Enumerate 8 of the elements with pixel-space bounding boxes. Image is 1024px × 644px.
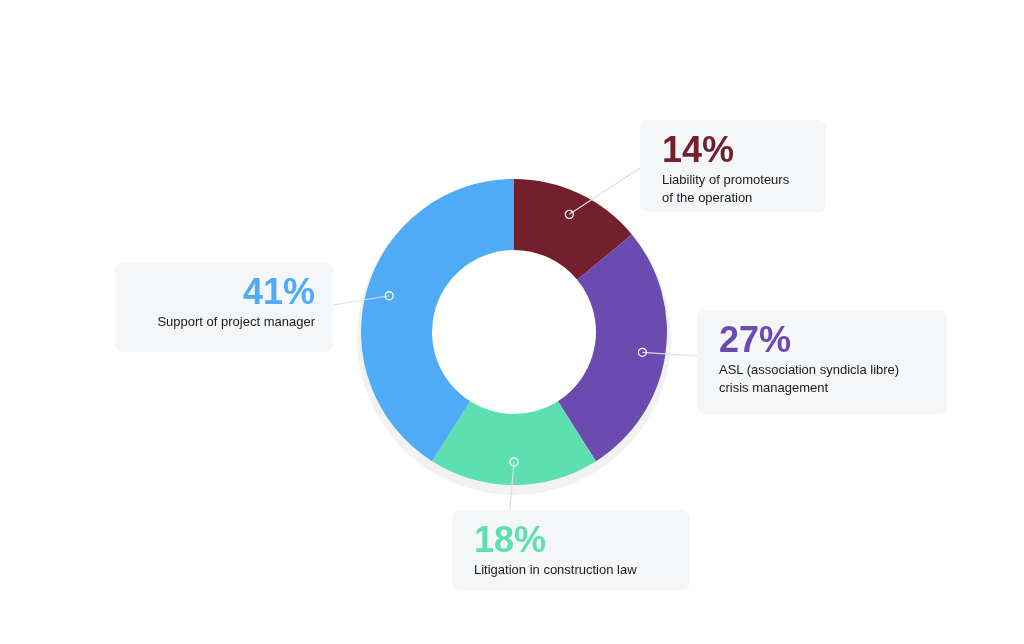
slice-label: Liability of promoteurs of the operation [662, 172, 790, 205]
data-label: 41% [242, 271, 315, 312]
data-label: 18% [474, 519, 547, 560]
slice-label: Litigation in construction law [474, 562, 638, 577]
data-label: 14% [662, 129, 735, 170]
data-label: 27% [719, 319, 792, 360]
slice-label: ASL (association syndicla libre) crisis management [719, 362, 900, 395]
slice-label: Support of project manager [157, 314, 316, 329]
